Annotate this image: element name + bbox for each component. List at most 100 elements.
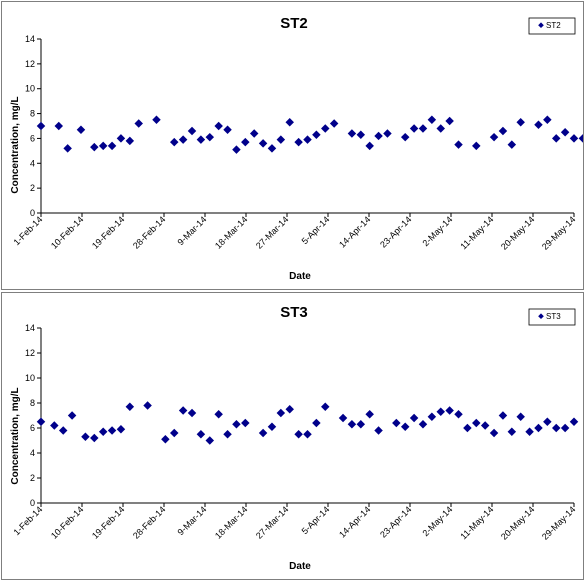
data-point [249,129,259,138]
x-tick-label: 20-May-14 [499,504,536,541]
data-point [409,124,419,133]
chart-panel-st3: ST3 Concentration, mg/L Date ST3 0 2 4 6 8 10… [1,292,584,580]
data-point [232,145,241,154]
data-point [560,127,570,137]
data-point [178,135,188,144]
data-point [196,135,206,144]
data-point [365,141,374,151]
data-point [418,124,428,133]
data-point [569,134,579,143]
chart-panel-st2: ST2 Concentration, mg/L Date ST2 0 2 4 6 8 10… [1,1,584,290]
data-point [516,412,525,421]
data-point [170,428,179,438]
data-point [489,428,499,438]
data-point [294,137,303,147]
y-tick-label: 2 [30,183,35,193]
y-tick-label: 4 [30,158,35,168]
y-tick-label: 12 [25,59,35,69]
y-tick-label: 0 [30,208,35,218]
data-point [560,423,570,433]
data-point [374,131,383,141]
data-point [516,118,525,127]
x-tick-label: 23-Apr-14 [378,504,413,539]
data-point [472,418,481,428]
data-point [258,139,268,148]
x-tick-label: 18-Mar-14 [213,214,249,250]
data-point [178,406,188,415]
x-tick-label: 14-Apr-14 [337,504,372,539]
x-tick-label: 1-Feb-14 [12,214,45,247]
data-point [214,410,223,419]
data-point [551,134,561,143]
y-tick-label: 6 [30,423,35,433]
data-point [312,418,321,428]
data-point [374,426,383,435]
data-point [418,420,428,429]
data-point [90,433,99,443]
y-tick-label: 12 [25,348,35,358]
data-point [276,408,286,418]
data-point [543,417,552,426]
data-point [116,134,126,143]
legend-marker [538,22,544,29]
data-point [303,135,312,144]
data-point [507,140,517,149]
data-point [534,423,543,433]
data-point [472,141,481,151]
x-tick-label: 2-May-14 [420,504,454,538]
data-point [480,421,490,430]
data-point [436,407,445,416]
data-point [187,126,197,136]
legend-label: ST2 [546,21,561,30]
data-point [569,417,579,426]
x-axis-title: Date [289,561,311,572]
data-point [125,402,135,411]
x-tick-label: 11-May-14 [458,214,495,251]
x-tick-label: 5-Apr-14 [300,504,332,536]
data-point [90,142,99,152]
data-point [50,421,59,430]
x-tick-label: 20-May-14 [499,214,536,251]
data-point [81,432,90,441]
x-tick-label: 9-Mar-14 [176,504,209,537]
legend-box [528,308,576,326]
x-tick-label: 19-Feb-14 [90,504,126,540]
data-point [454,410,463,419]
data-point [107,426,117,435]
y-tick-label: 0 [30,498,35,508]
y-tick-label: 14 [25,34,35,44]
data-point [223,125,232,134]
data-point [54,121,64,131]
data-point [267,144,277,153]
data-point [303,430,312,439]
y-tick-label: 4 [30,448,35,458]
data-point [107,141,117,151]
data-point [98,427,108,436]
data-point [400,422,410,431]
data-point [507,427,517,436]
x-tick-label: 9-Mar-14 [176,214,209,247]
data-point [445,406,454,415]
y-axis-title: Concentration, mg/L [10,387,21,484]
y-tick-label: 10 [25,373,35,383]
x-tick-label: 11-May-14 [458,504,495,541]
data-point [36,417,46,426]
data-point [543,115,552,125]
data-point [232,420,241,429]
data-point [400,132,410,142]
x-tick-label: 27-Mar-14 [254,504,290,540]
data-point [214,121,223,131]
legend: ST2 [528,17,576,35]
data-point [98,141,108,151]
x-tick-label: 2-May-14 [420,214,454,248]
data-point [116,425,126,434]
y-tick-label: 8 [30,109,35,119]
data-point [356,420,366,429]
y-tick-label: 14 [25,323,35,333]
data-point [58,426,68,435]
legend: ST3 [528,308,576,326]
y-axis-title: Concentration, mg/L [10,96,21,193]
y-tick-label: 6 [30,133,35,143]
x-tick-label: 29-May-14 [540,504,577,541]
data-point [276,135,286,144]
